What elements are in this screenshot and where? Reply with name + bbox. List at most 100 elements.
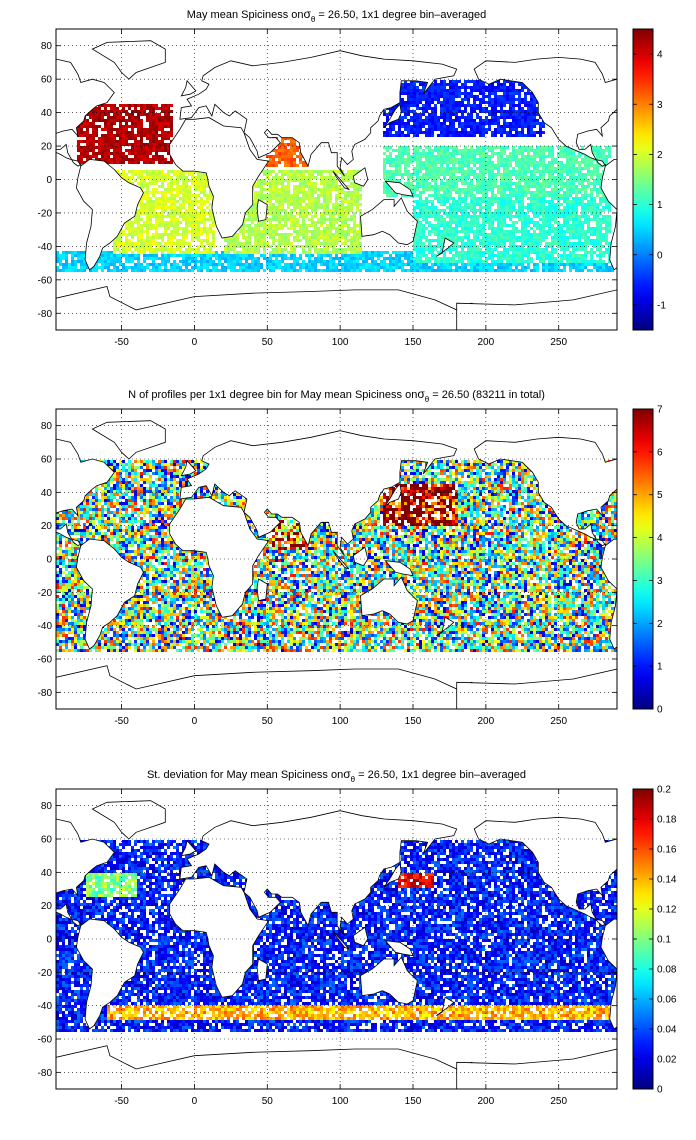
data-cell xyxy=(509,164,512,167)
data-cell xyxy=(302,218,305,221)
data-cell xyxy=(323,221,326,224)
data-cell xyxy=(134,233,137,236)
data-cell xyxy=(455,134,458,137)
data-cell xyxy=(566,206,569,209)
data-cell xyxy=(500,224,503,227)
data-cell xyxy=(542,125,545,128)
data-cell xyxy=(86,134,89,137)
data-cell xyxy=(191,194,194,197)
data-cell xyxy=(110,152,113,155)
data-cell xyxy=(557,194,560,197)
data-cell xyxy=(539,212,542,215)
data-cell xyxy=(545,146,548,149)
data-cell xyxy=(332,182,335,185)
data-cell xyxy=(416,101,419,104)
data-cell xyxy=(482,167,485,170)
data-cell xyxy=(107,104,110,107)
data-cell xyxy=(446,89,449,92)
data-cell xyxy=(446,221,449,224)
data-cell xyxy=(323,236,326,239)
data-cell xyxy=(605,155,608,158)
data-cell xyxy=(332,227,335,230)
data-cell xyxy=(527,230,530,233)
data-cell xyxy=(305,236,308,239)
data-cell xyxy=(446,197,449,200)
data-cell xyxy=(506,239,509,242)
data-cell xyxy=(161,137,164,140)
data-cell xyxy=(416,218,419,221)
data-cell xyxy=(569,194,572,197)
data-cell xyxy=(134,221,137,224)
data-cell xyxy=(206,197,209,200)
data-cell xyxy=(437,119,440,122)
data-cell xyxy=(494,131,497,134)
data-cell xyxy=(494,86,497,89)
data-cell xyxy=(581,209,584,212)
data-cell xyxy=(335,206,338,209)
data-cell xyxy=(488,206,491,209)
data-cell xyxy=(257,179,260,182)
data-cell xyxy=(431,131,434,134)
data-cell xyxy=(305,194,308,197)
data-cell xyxy=(488,89,491,92)
data-cell xyxy=(554,221,557,224)
data-cell xyxy=(146,161,149,164)
data-cell xyxy=(209,209,212,212)
data-cell xyxy=(560,188,563,191)
data-cell xyxy=(581,146,584,149)
data-cell xyxy=(308,206,311,209)
data-cell xyxy=(155,170,158,173)
data-cell xyxy=(515,176,518,179)
data-cell xyxy=(134,110,137,113)
data-cell xyxy=(182,236,185,239)
data-cell xyxy=(359,230,362,233)
data-cell xyxy=(155,149,158,152)
data-cell xyxy=(518,101,521,104)
data-cell xyxy=(260,185,263,188)
data-cell xyxy=(191,230,194,233)
data-cell xyxy=(533,161,536,164)
data-cell xyxy=(491,146,494,149)
data-cell xyxy=(479,125,482,128)
data-cell xyxy=(185,227,188,230)
data-cell xyxy=(593,167,596,170)
data-cell xyxy=(197,227,200,230)
data-cell xyxy=(203,182,206,185)
data-cell xyxy=(452,179,455,182)
data-cell xyxy=(488,128,491,131)
data-cell xyxy=(485,116,488,119)
data-cell xyxy=(341,233,344,236)
data-cell xyxy=(269,194,272,197)
data-cell xyxy=(116,161,119,164)
data-cell xyxy=(92,137,95,140)
data-cell xyxy=(563,182,566,185)
data-cell xyxy=(449,83,452,86)
data-cell xyxy=(434,107,437,110)
data-cell xyxy=(575,176,578,179)
data-cell xyxy=(197,173,200,176)
data-cell xyxy=(119,230,122,233)
data-cell xyxy=(497,119,500,122)
data-cell xyxy=(500,233,503,236)
data-cell xyxy=(524,227,527,230)
data-cell xyxy=(182,191,185,194)
data-cell xyxy=(467,236,470,239)
data-cell xyxy=(287,164,290,167)
data-cell xyxy=(83,122,86,125)
data-cell xyxy=(170,128,173,131)
data-cell xyxy=(110,104,113,107)
data-cell xyxy=(335,188,338,191)
data-cell xyxy=(182,212,185,215)
data-cell xyxy=(584,158,587,161)
data-cell xyxy=(281,170,284,173)
data-cell xyxy=(137,239,140,242)
data-cell xyxy=(449,182,452,185)
data-cell xyxy=(467,158,470,161)
data-cell xyxy=(338,236,341,239)
data-cell xyxy=(173,188,176,191)
data-cell xyxy=(290,200,293,203)
data-cell xyxy=(89,140,92,143)
data-cell xyxy=(572,230,575,233)
data-cell xyxy=(293,209,296,212)
data-cell xyxy=(455,152,458,155)
